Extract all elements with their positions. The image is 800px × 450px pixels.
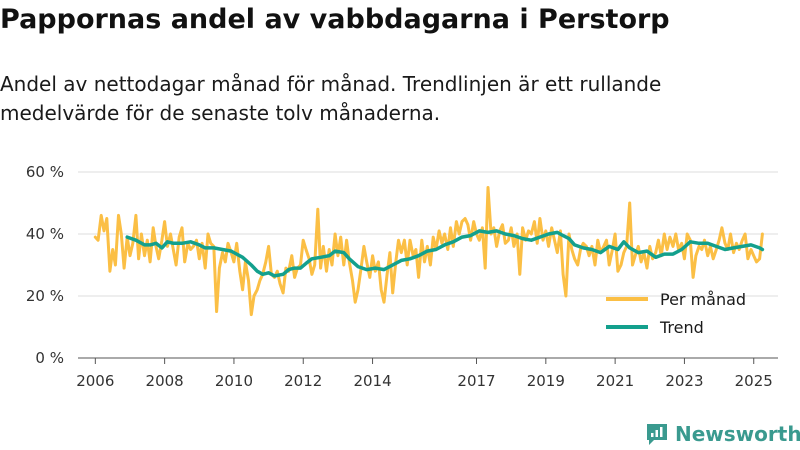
y-tick-label: 0 % [35,349,64,367]
brand-name: Newsworthy [675,422,800,446]
x-tick-label: 2025 [735,372,773,390]
grid-lines [78,171,778,359]
y-tick-label: 60 % [26,163,64,181]
x-axis-ticks: 2006 2008 2010 2012 2014 2017 2019 2021 2023 2025 [76,358,773,390]
newsworthy-icon [647,424,667,445]
y-axis-ticks: 0 % 20 % 40 % 60 % [26,163,64,367]
chart-title: Pappornas andel av vabbdagarna i Perstor… [0,4,670,35]
legend: Per månad Trend [606,290,746,337]
x-tick-label: 2014 [353,372,391,390]
legend-label-0: Per månad [660,290,746,309]
legend-label-1: Trend [659,318,704,337]
x-tick-label: 2021 [596,372,634,390]
chart-subtitle: Andel av nettodagar månad för månad. Tre… [0,72,662,125]
series-lines [93,186,765,317]
brand-logo: Newsworthy [645,422,800,446]
x-tick-label: 2023 [665,372,703,390]
y-tick-label: 20 % [26,287,64,305]
y-tick-label: 40 % [26,225,64,243]
x-tick-label: 2017 [457,372,495,390]
x-tick-label: 2008 [146,372,184,390]
x-tick-label: 2019 [527,372,565,390]
x-tick-label: 2010 [215,372,253,390]
x-tick-label: 2006 [76,372,114,390]
x-tick-label: 2012 [284,372,322,390]
series-line-trend [125,229,765,278]
